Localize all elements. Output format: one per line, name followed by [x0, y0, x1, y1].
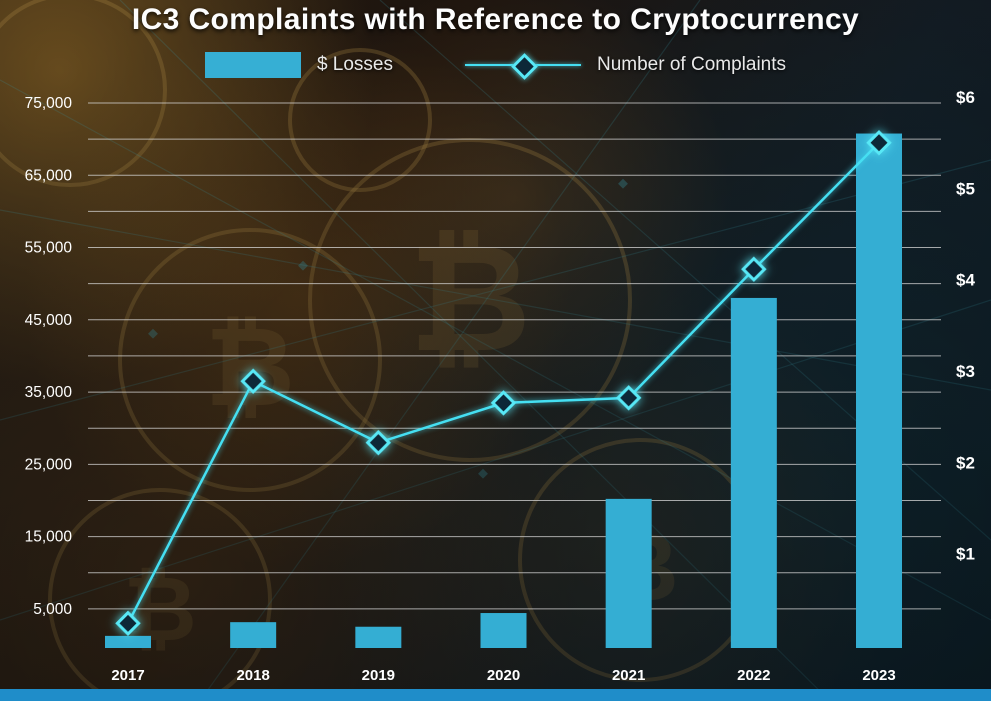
right-axis-tick: $4 — [956, 271, 975, 290]
losses-bar — [480, 613, 527, 648]
x-axis-year-label: 2018 — [236, 667, 269, 684]
left-axis-tick: 15,000 — [25, 529, 73, 546]
losses-bar — [605, 498, 652, 648]
bottom-accent-strip — [0, 689, 991, 701]
complaints-marker — [866, 130, 892, 156]
right-axis-tick: $1 — [956, 545, 975, 564]
complaints-marker — [490, 390, 517, 416]
legend: $ Losses Number of Complaints — [0, 50, 991, 80]
losses-bar — [856, 133, 902, 649]
complaints-marker — [240, 368, 266, 394]
chart-title: IC3 Complaints with Reference to Cryptoc… — [131, 3, 860, 36]
x-axis-year-label: 2019 — [362, 667, 395, 684]
complaints-marker — [115, 610, 141, 637]
losses-legend-label: $ Losses — [316, 54, 393, 75]
right-axis-tick: $3 — [956, 362, 975, 381]
losses-bar — [230, 622, 277, 648]
losses-bar — [355, 626, 402, 648]
right-axis-tick: $6 — [956, 88, 975, 107]
x-axis-year-label: 2017 — [111, 667, 144, 684]
right-axis-tick: $5 — [956, 179, 975, 198]
complaints-marker — [365, 429, 392, 456]
x-axis-year-label: 2020 — [487, 667, 520, 684]
complaints-marker — [615, 385, 642, 411]
right-axis-tick: $2 — [956, 453, 975, 472]
x-axis-year-label: 2022 — [737, 667, 770, 684]
x-axis-year-label: 2021 — [612, 667, 645, 684]
x-axis-year-label: 2023 — [862, 667, 895, 684]
left-axis-tick: 45,000 — [25, 312, 73, 329]
left-axis-tick: 5,000 — [33, 601, 72, 618]
complaints-marker — [741, 256, 767, 282]
left-axis-tick: 55,000 — [25, 240, 73, 257]
left-axis-tick: 75,000 — [25, 95, 73, 112]
left-axis-tick: 25,000 — [25, 456, 73, 473]
losses-bar — [730, 297, 777, 648]
left-axis-tick: 35,000 — [25, 384, 73, 401]
complaints-legend-label: Number of Complaints — [597, 54, 787, 75]
losses-legend-swatch — [204, 52, 301, 78]
left-axis-tick: 65,000 — [25, 167, 73, 184]
losses-bar — [105, 635, 151, 648]
complaints-legend-swatch — [465, 52, 581, 80]
